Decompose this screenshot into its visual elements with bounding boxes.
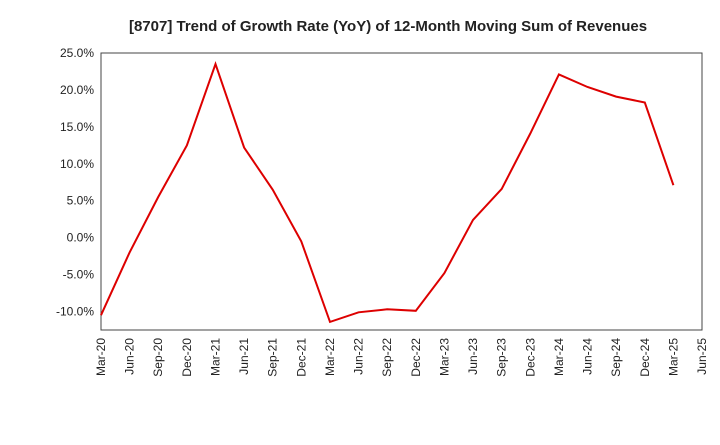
x-axis-tick-labels: Mar-20 Jun-20 Sep-20 Dec-20 Mar-21 Jun-21 Sep-… [94, 338, 709, 377]
x-tick-label: Mar-25 [666, 338, 680, 376]
x-tick-label: Mar-20 [94, 338, 108, 376]
x-tick-label: Sep-21 [266, 338, 280, 377]
y-tick-label: 0.0% [67, 231, 95, 245]
y-tick-label: -5.0% [63, 268, 95, 282]
x-tick-label: Jun-25 [695, 338, 709, 375]
x-tick-label: Mar-23 [437, 338, 451, 376]
x-tick-label: Sep-22 [380, 338, 394, 377]
x-tick-label: Dec-22 [409, 338, 423, 377]
x-tick-label: Jun-23 [466, 338, 480, 375]
series-layer [100, 61, 675, 324]
y-tick-label: 25.0% [60, 46, 94, 60]
y-tick-label: 10.0% [60, 157, 94, 171]
x-tick-label: Dec-20 [180, 338, 194, 377]
x-tick-label: Dec-21 [294, 338, 308, 377]
series-line [100, 61, 675, 324]
x-tick-label: Mar-24 [552, 338, 566, 376]
plot-area [101, 53, 702, 330]
x-tick-label: Jun-21 [237, 338, 251, 375]
x-tick-label: Sep-24 [609, 338, 623, 377]
y-tick-label: -10.0% [56, 305, 94, 319]
x-tick-label: Jun-24 [581, 338, 595, 375]
x-tick-label: Jun-20 [123, 338, 137, 375]
x-tick-label: Dec-23 [523, 338, 537, 377]
chart-title: [8707] Trend of Growth Rate (YoY) of 12-… [129, 18, 647, 35]
y-tick-label: 20.0% [60, 83, 94, 97]
x-tick-label: Mar-21 [208, 338, 222, 376]
x-tick-label: Dec-24 [638, 338, 652, 377]
y-tick-label: 15.0% [60, 120, 94, 134]
y-tick-label: 5.0% [67, 194, 95, 208]
x-tick-label: Sep-23 [495, 338, 509, 377]
x-tick-label: Jun-22 [352, 338, 366, 375]
y-axis-tick-labels: 25.0% 20.0% 15.0% 10.0% 5.0% 0.0% -5.0% -10.0% [56, 46, 94, 319]
plot-frame [100, 52, 703, 331]
x-tick-label: Mar-22 [323, 338, 337, 376]
plot-border [100, 52, 703, 331]
x-tick-label: Sep-20 [151, 338, 165, 377]
